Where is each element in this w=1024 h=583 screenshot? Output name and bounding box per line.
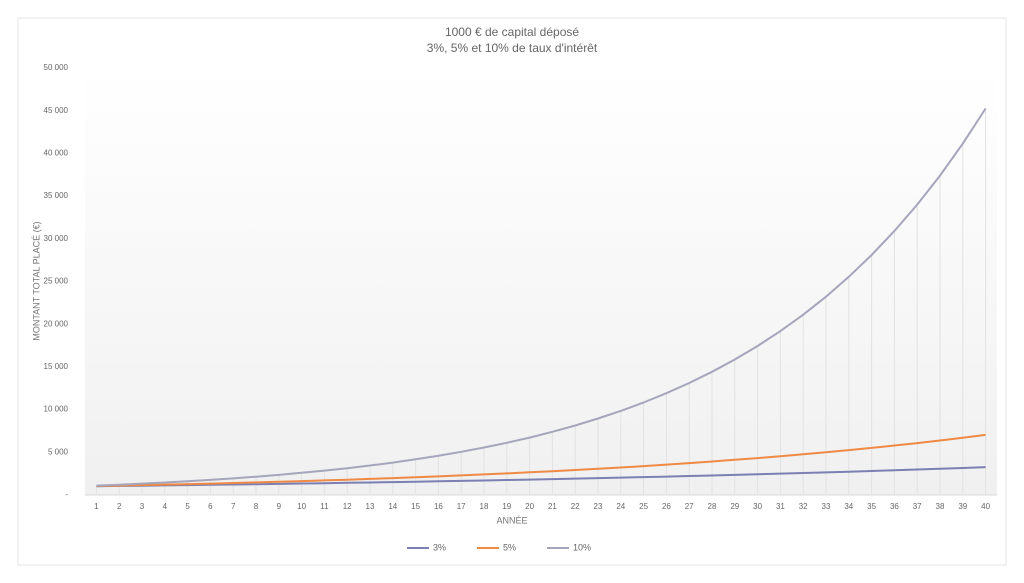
series-line <box>96 433 986 487</box>
x-tick-label: 35 <box>867 502 876 511</box>
y-tick-label: 50 000 <box>44 63 69 72</box>
x-tick-label: 38 <box>936 502 945 511</box>
y-tick-label: 30 000 <box>44 234 69 243</box>
y-tick-label: 20 000 <box>44 319 69 328</box>
plot-area <box>85 68 997 495</box>
x-axis-title: ANNÉE <box>496 515 527 525</box>
x-tick-label: 31 <box>776 502 785 511</box>
y-axis-title: MONTANT TOTAL PLACÉ (€) <box>31 221 41 340</box>
x-tick-label: 8 <box>254 502 259 511</box>
x-tick-label: 24 <box>616 502 625 511</box>
y-tick-label: 45 000 <box>44 106 69 115</box>
chart-subtitle: 3%, 5% et 10% de taux d'intérêt <box>427 41 598 55</box>
x-tick-label: 3 <box>140 502 145 511</box>
y-tick-label: 40 000 <box>44 149 69 158</box>
y-tick-label: 15 000 <box>44 362 69 371</box>
x-tick-label: 13 <box>366 502 375 511</box>
x-tick-label: 40 <box>981 502 990 511</box>
x-tick-label: 17 <box>457 502 466 511</box>
x-tick-label: 20 <box>525 502 534 511</box>
x-tick-label: 6 <box>208 502 213 511</box>
x-tick-label: 30 <box>753 502 762 511</box>
x-tick-label: 27 <box>685 502 694 511</box>
x-tick-label: 18 <box>480 502 489 511</box>
y-tick-label: 35 000 <box>44 191 69 200</box>
x-tick-label: 29 <box>730 502 739 511</box>
x-tick-label: 36 <box>890 502 899 511</box>
x-tick-label: 32 <box>799 502 808 511</box>
x-tick-label: 4 <box>163 502 168 511</box>
x-tick-label: 26 <box>662 502 671 511</box>
legend-label: 3% <box>433 542 446 552</box>
legend-label: 10% <box>573 542 591 552</box>
x-tick-label: 14 <box>388 502 397 511</box>
x-tick-label: 23 <box>594 502 603 511</box>
y-tick-label: 25 000 <box>44 277 69 286</box>
x-tick-label: 39 <box>958 502 967 511</box>
x-tick-label: 10 <box>297 502 306 511</box>
x-tick-label: 1 <box>94 502 99 511</box>
x-tick-label: 21 <box>548 502 557 511</box>
x-tick-label: 15 <box>411 502 420 511</box>
x-tick-label: 7 <box>231 502 236 511</box>
y-tick-label: - <box>65 490 68 499</box>
x-tick-label: 11 <box>320 502 329 511</box>
chart-title: 1000 € de capital déposé <box>445 25 579 39</box>
legend-label: 5% <box>503 542 516 552</box>
x-tick-label: 12 <box>343 502 352 511</box>
x-tick-label: 25 <box>639 502 648 511</box>
x-tick-label: 9 <box>277 502 282 511</box>
x-tick-label: 28 <box>708 502 717 511</box>
x-tick-label: 16 <box>434 502 443 511</box>
x-tick-label: 19 <box>502 502 511 511</box>
y-tick-label: 5 000 <box>48 447 69 456</box>
series-line <box>96 107 987 487</box>
y-tick-label: 10 000 <box>44 405 69 414</box>
x-tick-label: 5 <box>185 502 190 511</box>
x-tick-label: 33 <box>822 502 831 511</box>
x-tick-label: 22 <box>571 502 580 511</box>
x-tick-label: 34 <box>844 502 853 511</box>
x-tick-label: 37 <box>913 502 922 511</box>
series-line <box>96 466 986 488</box>
x-tick-label: 2 <box>117 502 122 511</box>
